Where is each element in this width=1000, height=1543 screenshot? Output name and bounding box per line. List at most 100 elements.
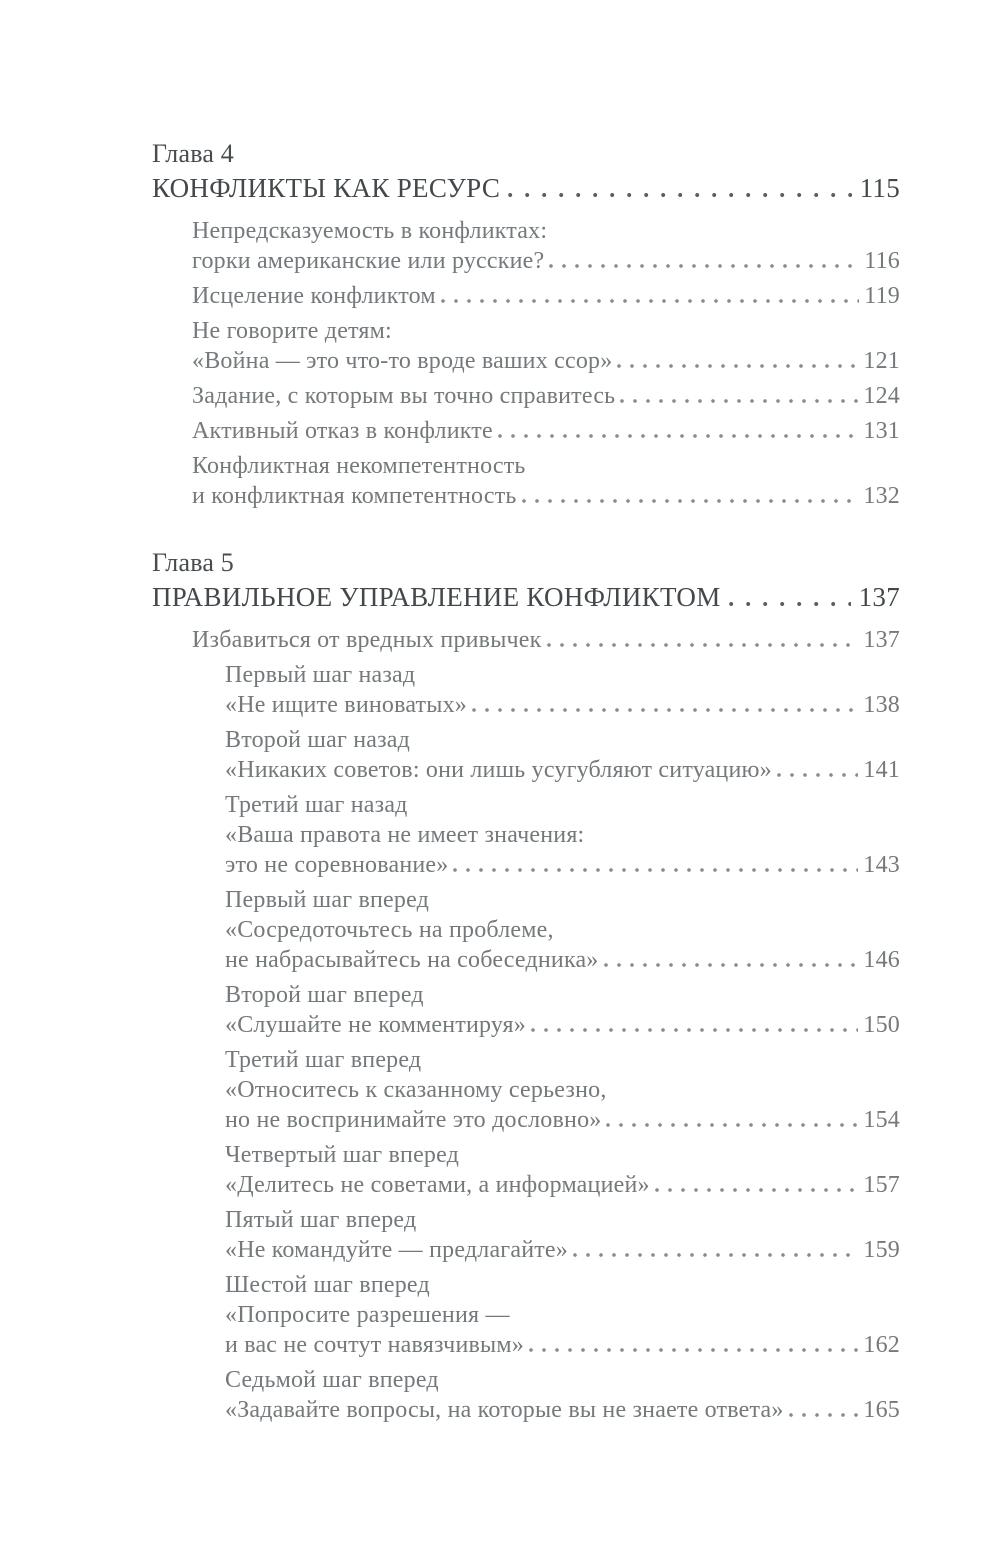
chapter-title-row: ПРАВИЛЬНОЕ УПРАВЛЕНИЕ КОНФЛИКТОМ 137 — [152, 579, 900, 615]
dot-leader — [606, 1123, 859, 1127]
entry-line: Конфликтная некомпетентность — [192, 453, 526, 479]
entry-line: «Ваша правота не имеет значения: — [225, 822, 585, 848]
entry-line: Второй шаг назад — [225, 727, 411, 753]
entry-last-row: «Никаких советов: они лишь усугубляют си… — [225, 755, 900, 785]
chapter-page-number: 115 — [859, 173, 900, 203]
entry-line: Избавиться от вредных привычек — [192, 627, 542, 653]
toc-entry: Исцеление конфликтом 119 — [152, 281, 900, 311]
entry-line: Третий шаг назад — [225, 792, 408, 818]
entry-line: «Относитесь к сказанному серьезно, — [225, 1077, 607, 1103]
dot-leader — [617, 364, 859, 368]
toc: Глава 4 КОНФЛИКТЫ КАК РЕСУРС 115 Непредсказ… — [152, 138, 900, 1425]
toc-entry: Шестой шаг вперед «Попросите разрешения —… — [152, 1270, 900, 1360]
toc-entry: Активный отказ в конфликте 131 — [152, 416, 900, 446]
dot-leader — [572, 1253, 859, 1257]
entry-page-number: 121 — [863, 348, 900, 374]
entry-last-row: и вас не сочтут навязчивым» 162 — [225, 1330, 900, 1360]
chapter-page-number: 137 — [858, 582, 900, 612]
entry-last-row: «Слушайте не комментируя» 150 — [225, 1010, 900, 1040]
entry-page-number: 119 — [864, 283, 900, 309]
dot-leader — [654, 1188, 859, 1192]
entry-line: Третий шаг вперед — [225, 1047, 422, 1073]
chapter-entries: Непредсказуемость в конфликтах: горки аме… — [152, 216, 900, 511]
entry-last-row: горки американские или русские? 116 — [192, 246, 900, 276]
entry-line: Пятый шаг вперед — [225, 1207, 417, 1233]
entry-line: не набрасывайтесь на собеседника» — [225, 947, 599, 973]
entry-page-number: 159 — [863, 1237, 900, 1263]
toc-entry: Третий шаг вперед «Относитесь к сказанном… — [152, 1045, 900, 1135]
dot-leader — [453, 868, 859, 872]
chapter-entries: Избавиться от вредных привычек 137 Первый … — [152, 625, 900, 1425]
entry-page-number: 131 — [863, 418, 900, 444]
entry-page-number: 157 — [863, 1172, 900, 1198]
entry-line: «Не командуйте — предлагайте» — [225, 1237, 568, 1263]
toc-chapter: Глава 4 КОНФЛИКТЫ КАК РЕСУРС 115 Непредсказ… — [152, 138, 900, 511]
chapter-label: Глава 5 — [152, 548, 234, 577]
dot-leader — [521, 499, 859, 503]
entry-page-number: 137 — [863, 627, 900, 653]
toc-entry: Седьмой шаг вперед «Задавайте вопросы, на… — [152, 1365, 900, 1425]
entry-last-row: Активный отказ в конфликте 131 — [192, 416, 900, 446]
entry-last-row: но не воспринимайте это дословно» 154 — [225, 1105, 900, 1135]
entry-page-number: 154 — [863, 1107, 900, 1133]
entry-page-number: 116 — [864, 248, 900, 274]
dot-leader — [620, 399, 859, 403]
chapter-title: КОНФЛИКТЫ КАК РЕСУРС — [152, 173, 501, 203]
toc-entry: Третий шаг назад «Ваша правота не имеет з… — [152, 790, 900, 880]
dot-leader — [508, 193, 852, 197]
entry-line: Первый шаг вперед — [225, 887, 430, 913]
entry-page-number: 141 — [863, 757, 900, 783]
toc-entry: Четвертый шаг вперед «Делитесь не советам… — [152, 1140, 900, 1200]
entry-line: Активный отказ в конфликте — [192, 418, 493, 444]
dot-leader — [603, 963, 859, 967]
dot-leader — [497, 434, 859, 438]
entry-last-row: и конфликтная компетентность 132 — [192, 481, 900, 511]
entry-line: Шестой шаг вперед — [225, 1272, 430, 1298]
dot-leader — [528, 1348, 859, 1352]
dot-leader — [549, 264, 860, 268]
toc-entry: Не говорите детям: «Война — это что-то вр… — [152, 316, 900, 376]
entry-line: и вас не сочтут навязчивым» — [225, 1332, 524, 1358]
entry-line: «Сосредоточьтесь на проблеме, — [225, 917, 554, 943]
entry-line: Не говорите детям: — [192, 318, 392, 344]
entry-page-number: 143 — [863, 852, 900, 878]
entry-line: Первый шаг назад — [225, 662, 416, 688]
dot-leader — [546, 643, 859, 647]
entry-line: Исцеление конфликтом — [192, 283, 436, 309]
entry-last-row: Исцеление конфликтом 119 — [192, 281, 900, 311]
entry-last-row: «Задавайте вопросы, на которые вы не зна… — [225, 1395, 900, 1425]
entry-page-number: 165 — [863, 1397, 900, 1423]
toc-entry: Задание, с которым вы точно справитесь 12… — [152, 381, 900, 411]
dot-leader — [728, 602, 851, 606]
entry-last-row: «Делитесь не советами, а информацией» 157 — [225, 1170, 900, 1200]
entry-line: «Попросите разрешения — — [225, 1302, 510, 1328]
dot-leader — [788, 1413, 859, 1417]
entry-line: это не соревнование» — [225, 852, 449, 878]
entry-last-row: не набрасывайтесь на собеседника» 146 — [225, 945, 900, 975]
dot-leader — [530, 1028, 859, 1032]
toc-entry: Пятый шаг вперед «Не командуйте — предлаг… — [152, 1205, 900, 1265]
entry-line: и конфликтная компетентность — [192, 483, 517, 509]
entry-last-row: «Не командуйте — предлагайте» 159 — [225, 1235, 900, 1265]
entry-page-number: 132 — [863, 483, 900, 509]
toc-entry: Второй шаг вперед «Слушайте не комментиру… — [152, 980, 900, 1040]
entry-page-number: 162 — [863, 1332, 900, 1358]
entry-last-row: это не соревнование» 143 — [225, 850, 900, 880]
toc-entry: Непредсказуемость в конфликтах: горки аме… — [152, 216, 900, 276]
toc-entry: Избавиться от вредных привычек 137 — [152, 625, 900, 655]
entry-line: «Делитесь не советами, а информацией» — [225, 1172, 650, 1198]
entry-line: но не воспринимайте это дословно» — [225, 1107, 602, 1133]
chapter-title: ПРАВИЛЬНОЕ УПРАВЛЕНИЕ КОНФЛИКТОМ — [152, 582, 721, 612]
entry-page-number: 138 — [863, 692, 900, 718]
toc-entry: Первый шаг вперед «Сосредоточьтесь на про… — [152, 885, 900, 975]
toc-entry: Конфликтная некомпетентность и конфликтна… — [152, 451, 900, 511]
dot-leader — [776, 773, 859, 777]
entry-last-row: Задание, с которым вы точно справитесь 12… — [192, 381, 900, 411]
entry-last-row: Избавиться от вредных привычек 137 — [192, 625, 900, 655]
entry-line: Непредсказуемость в конфликтах: — [192, 218, 548, 244]
dot-leader — [471, 708, 859, 712]
toc-chapter: Глава 5 ПРАВИЛЬНОЕ УПРАВЛЕНИЕ КОНФЛИКТОМ 1… — [152, 547, 900, 1425]
entry-last-row: «Война — это что-то вроде ваших ссор» 121 — [192, 346, 900, 376]
entry-line: Четвертый шаг вперед — [225, 1142, 460, 1168]
